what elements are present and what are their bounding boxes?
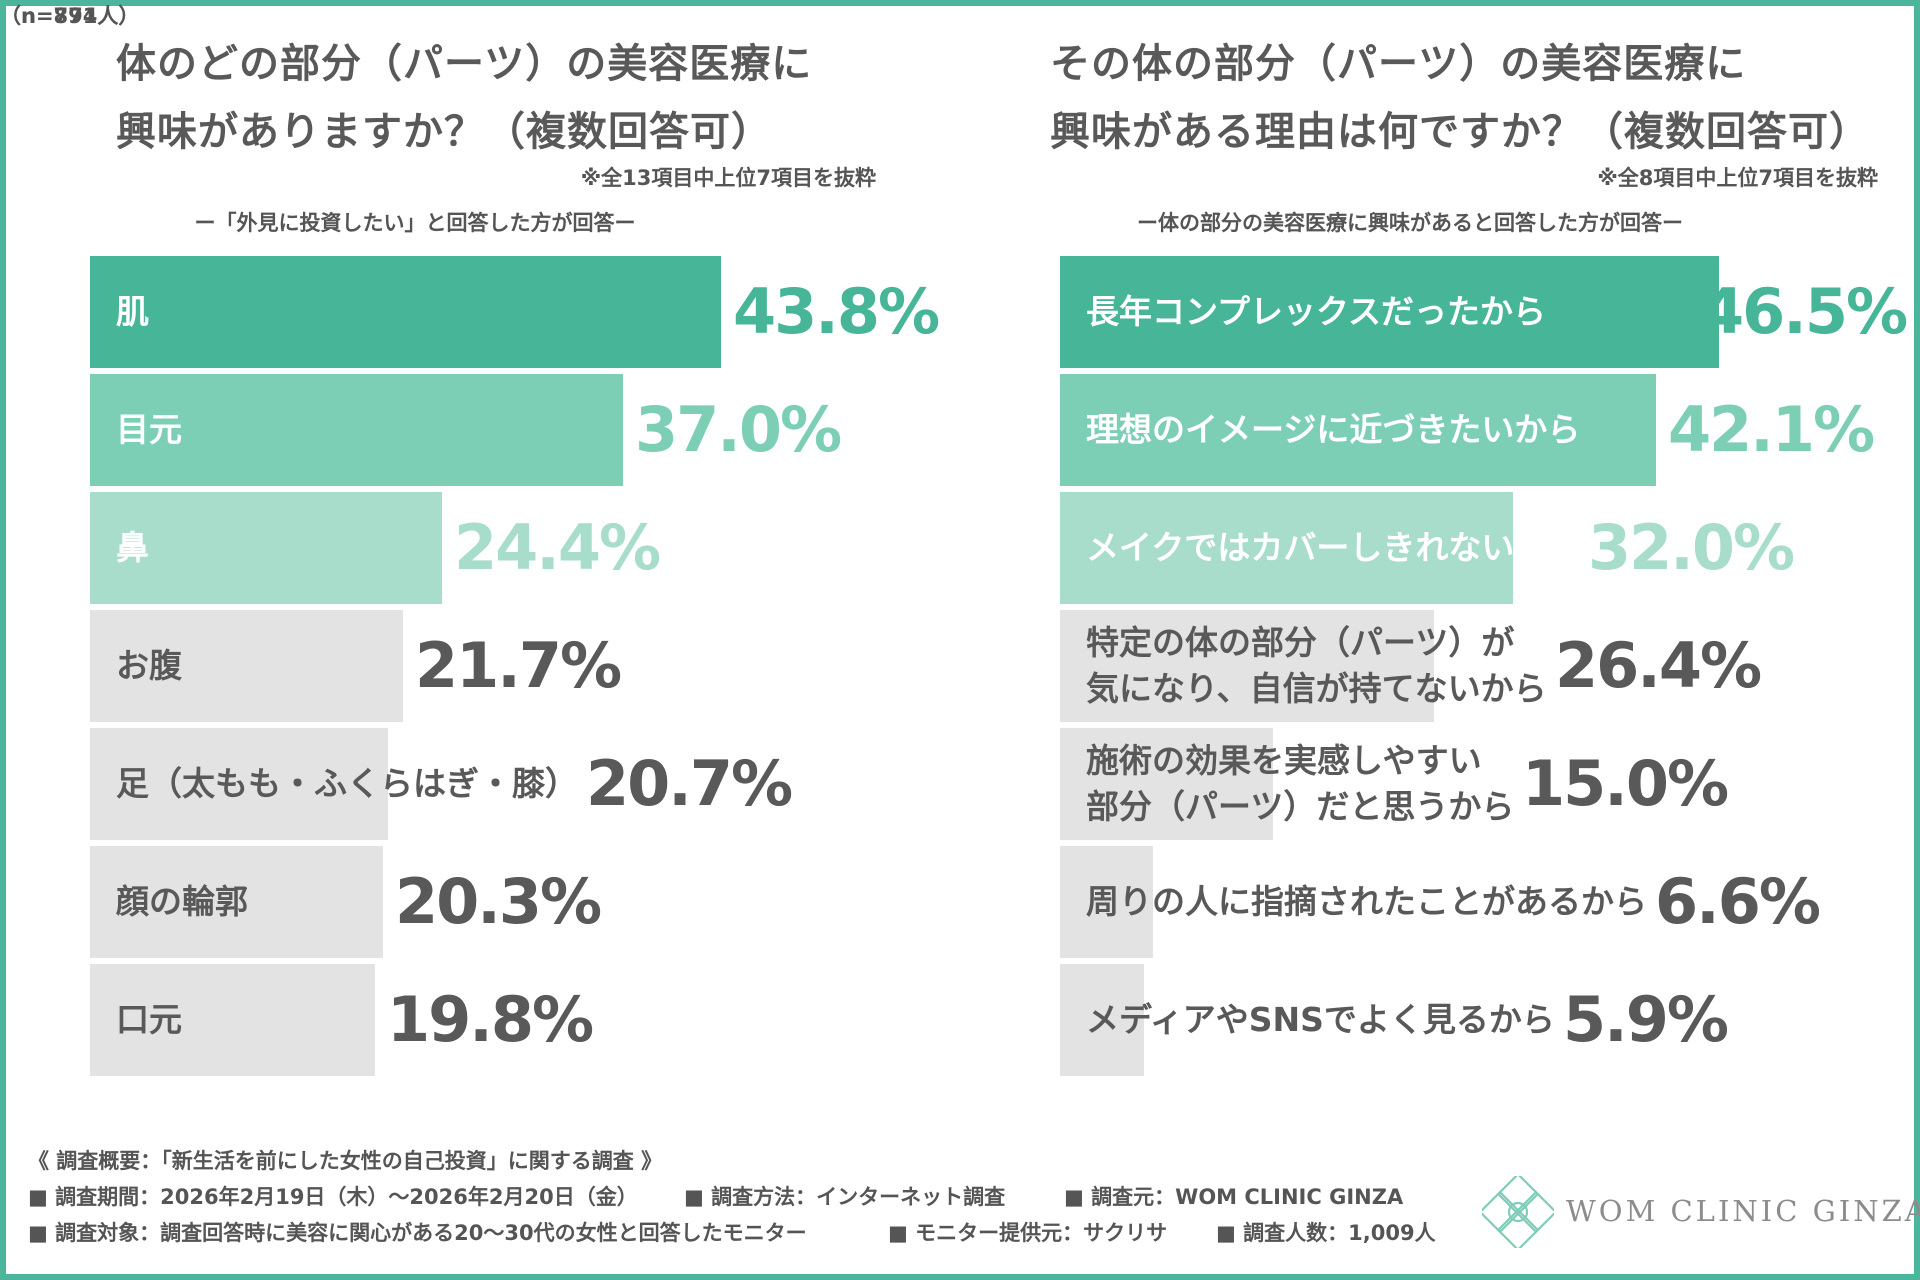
bar-row: 施術の効果を実感しやすい 部分（パーツ）だと思うから 15.0% [1060, 728, 1910, 840]
sample-size-label: （n=774人） [0, 4, 140, 28]
bar-value-label: 46.5% [1701, 275, 1908, 348]
bar-label: 足（太もも・ふくらはぎ・膝） [116, 761, 578, 807]
bar [1060, 374, 1656, 486]
bar [1060, 492, 1513, 604]
bar [90, 256, 721, 368]
bar-label: 顔の輪郭 [116, 879, 248, 925]
bar-value-label: 43.8% [733, 275, 940, 348]
bar-row: 長年コンプレックスだったから 46.5% [1060, 256, 1910, 368]
bar [90, 964, 375, 1076]
title-line: 興味がありますか？（複数回答可） [116, 109, 772, 155]
bar-row: お腹 21.7% [90, 610, 950, 722]
bar-value-label: 26.4% [1555, 629, 1762, 702]
bar-row: 足（太もも・ふくらはぎ・膝） 20.7% [90, 728, 950, 840]
bar-row: 顔の輪郭 20.3% [90, 846, 950, 958]
bar-label: 特定の体の部分（パーツ）が 気になり、自信が持てないから [1086, 620, 1547, 712]
chart-panel-reasons: その体の部分（パーツ）の美容医療に 興味がある理由は何ですか？（複数回答可） ※… [960, 0, 1920, 1100]
bar-label-line: 長年コンプレックスだったから [1086, 292, 1547, 331]
bar [1060, 728, 1273, 840]
chart-subtitle: ー「外見に投資したい」と回答した方が回答ー [194, 211, 636, 235]
bar-label: お腹 [116, 643, 182, 689]
bar-row: メディアやSNSでよく見るから 5.9% [1060, 964, 1910, 1076]
clinic-name: WOM CLINIC GINZA [1566, 1194, 1920, 1228]
chart-panel-parts: 体のどの部分（パーツ）の美容医療に 興味がありますか？（複数回答可） ※全13項… [0, 0, 960, 1100]
bar-row: 鼻 24.4% [90, 492, 950, 604]
bar-row: 周りの人に指摘されたことがあるから 6.6% [1060, 846, 1910, 958]
bar-value-label: 6.6% [1655, 865, 1821, 938]
bar-chart-reasons: 長年コンプレックスだったから 46.5% 理想のイメージに近づきたいから 42.1% メ… [1060, 256, 1910, 1080]
bar [1060, 846, 1153, 958]
bar-row: 口元 19.8% [90, 964, 950, 1076]
bar-label-line: 特定の体の部分（パーツ）が [1086, 623, 1515, 662]
bar-label-line: 周りの人に指摘されたことがあるから [1086, 882, 1647, 921]
bar-label-line: 顔の輪郭 [116, 882, 248, 921]
bar-label: 周りの人に指摘されたことがあるから [1086, 879, 1647, 925]
bar-label-line: 目元 [116, 410, 182, 449]
title-line: その体の部分（パーツ）の美容医療に [1050, 41, 1747, 87]
bar-label: メイクではカバーしきれないから [1086, 525, 1580, 571]
bar-label-line: メディアやSNSでよく見るから [1086, 1000, 1555, 1039]
survey-heading: 《 調査概要：「新生活を前にした女性の自己投資」に関する調査 》 [28, 1149, 663, 1173]
bar-value-label: 20.7% [586, 747, 793, 820]
bar [1060, 256, 1719, 368]
chart-note: ※全8項目中上位7項目を抜粋 [1597, 166, 1878, 190]
sample-size-label: （n=891人） [0, 4, 140, 28]
chart-title: その体の部分（パーツ）の美容医療に 興味がある理由は何ですか？（複数回答可） [1050, 30, 1900, 166]
survey-period: ■ 調査期間：2026年2月19日（木）～2026年2月20日（金） [28, 1185, 638, 1209]
bar-label-line: 理想のイメージに近づきたいから [1086, 410, 1581, 449]
bar-label-line: お腹 [116, 646, 182, 685]
bar-label-line: 部分（パーツ）だと思うから [1086, 787, 1515, 826]
bar-row: 特定の体の部分（パーツ）が 気になり、自信が持てないから 26.4% [1060, 610, 1910, 722]
bar-value-label: 32.0% [1588, 511, 1795, 584]
bar-label-line: 肌 [116, 292, 149, 331]
survey-monitor-provider: ■ モニター提供元：サクリサ [888, 1221, 1168, 1245]
bar-label: メディアやSNSでよく見るから [1086, 997, 1555, 1043]
bar-label: 口元 [116, 997, 182, 1043]
bar-row: 目元 37.0% [90, 374, 950, 486]
flower-logo-icon [1482, 1176, 1554, 1248]
bar [1060, 610, 1434, 722]
bar [90, 492, 442, 604]
bar-label: 目元 [116, 407, 182, 453]
bar-label-line: メイクではカバーしきれないから [1086, 528, 1581, 567]
title-line: 興味がある理由は何ですか？（複数回答可） [1050, 109, 1870, 155]
chart-note: ※全13項目中上位7項目を抜粋 [580, 166, 876, 190]
bar-label-line: 施術の効果を実感しやすい [1086, 741, 1482, 780]
bar-label: 肌 [116, 289, 149, 335]
bar-row: メイクではカバーしきれないから 32.0% [1060, 492, 1910, 604]
bar-label-line: 口元 [116, 1000, 182, 1039]
bar-row: 理想のイメージに近づきたいから 42.1% [1060, 374, 1910, 486]
chart-subtitle: ー体の部分の美容医療に興味があると回答した方が回答ー [1137, 211, 1683, 235]
bar [90, 374, 623, 486]
bar-value-label: 15.0% [1522, 747, 1729, 820]
bar-label-line: 気になり、自信が持てないから [1086, 669, 1547, 708]
bar-value-label: 5.9% [1563, 983, 1729, 1056]
bar-chart-parts: 肌 43.8% 目元 37.0% 鼻 24.4% お腹 21.7% 足（太もも・ふくらはぎ・膝）… [90, 256, 950, 1080]
title-line: 体のどの部分（パーツ）の美容医療に [116, 41, 813, 87]
bar-label: 長年コンプレックスだったから [1086, 289, 1546, 335]
chart-title: 体のどの部分（パーツ）の美容医療に 興味がありますか？（複数回答可） [116, 30, 936, 166]
bar-value-label: 24.4% [454, 511, 661, 584]
bar-row: 肌 43.8% [90, 256, 950, 368]
bar-value-label: 21.7% [415, 629, 622, 702]
bar [90, 846, 383, 958]
bar-label-line: 鼻 [116, 528, 149, 567]
bar-value-label: 37.0% [635, 393, 842, 466]
bar-value-label: 19.8% [387, 983, 594, 1056]
bar-label: 施術の効果を実感しやすい 部分（パーツ）だと思うから [1086, 738, 1514, 830]
bar-value-label: 42.1% [1668, 393, 1875, 466]
survey-respondents: ■ 調査人数：1,009人 [1216, 1221, 1436, 1245]
bar-value-label: 20.3% [395, 865, 602, 938]
bar [90, 728, 388, 840]
clinic-logo: WOM CLINIC GINZA [1482, 1176, 1920, 1248]
bar [1060, 964, 1144, 1076]
survey-source: ■ 調査元：WOM CLINIC GINZA [1064, 1185, 1404, 1209]
survey-target: ■ 調査対象：調査回答時に美容に関心がある20～30代の女性と回答したモニター [28, 1221, 807, 1245]
bar-label-line: 足（太もも・ふくらはぎ・膝） [116, 764, 578, 803]
survey-method: ■ 調査方法：インターネット調査 [684, 1185, 1006, 1209]
bar-label: 鼻 [116, 525, 149, 571]
bar-label: 理想のイメージに近づきたいから [1086, 407, 1580, 453]
bar [90, 610, 403, 722]
